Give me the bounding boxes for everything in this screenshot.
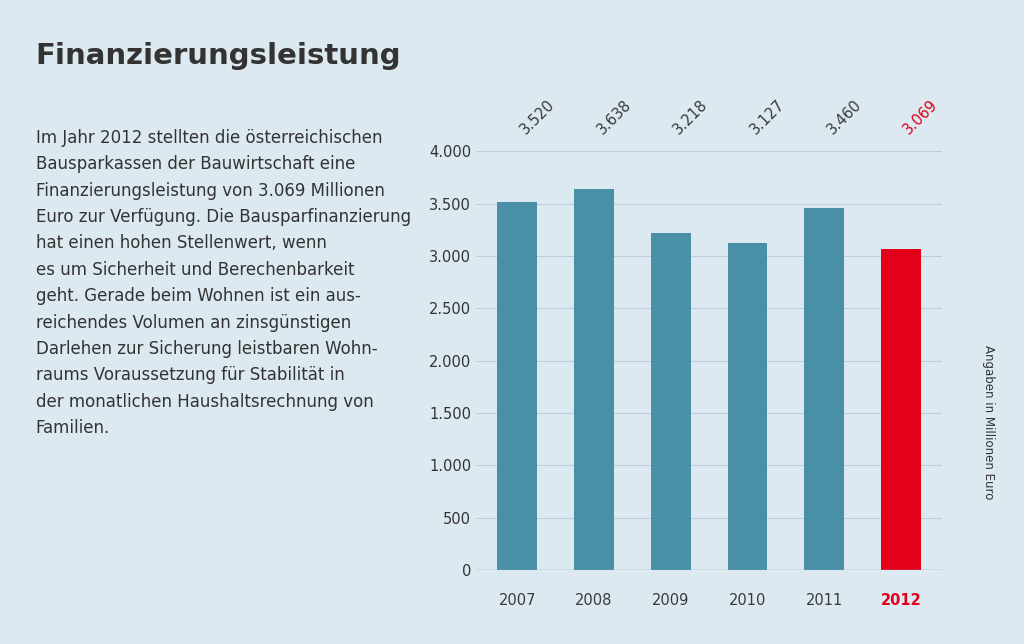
Text: 3.218: 3.218 bbox=[671, 97, 711, 137]
Text: 3.127: 3.127 bbox=[748, 97, 787, 137]
Text: 2012: 2012 bbox=[881, 593, 922, 608]
Bar bbox=[727, 243, 767, 570]
Text: Angaben in Millionen Euro: Angaben in Millionen Euro bbox=[982, 345, 995, 500]
Text: 2009: 2009 bbox=[652, 593, 689, 608]
Bar bbox=[881, 249, 921, 570]
Text: 3.460: 3.460 bbox=[824, 97, 864, 137]
Text: 2008: 2008 bbox=[575, 593, 612, 608]
Bar bbox=[574, 189, 614, 570]
Text: 3.520: 3.520 bbox=[517, 97, 557, 137]
Text: 2010: 2010 bbox=[729, 593, 766, 608]
Text: 2011: 2011 bbox=[806, 593, 843, 608]
Text: Finanzierungsleistung: Finanzierungsleistung bbox=[36, 42, 401, 70]
Text: 3.638: 3.638 bbox=[594, 97, 634, 137]
Bar bbox=[498, 202, 538, 570]
Text: 2007: 2007 bbox=[499, 593, 536, 608]
Text: 3.069: 3.069 bbox=[901, 97, 941, 137]
Text: Im Jahr 2012 stellten die österreichischen
Bausparkassen der Bauwirtschaft eine
: Im Jahr 2012 stellten die österreichisch… bbox=[36, 129, 411, 437]
Bar bbox=[804, 208, 844, 570]
Bar bbox=[651, 233, 691, 570]
